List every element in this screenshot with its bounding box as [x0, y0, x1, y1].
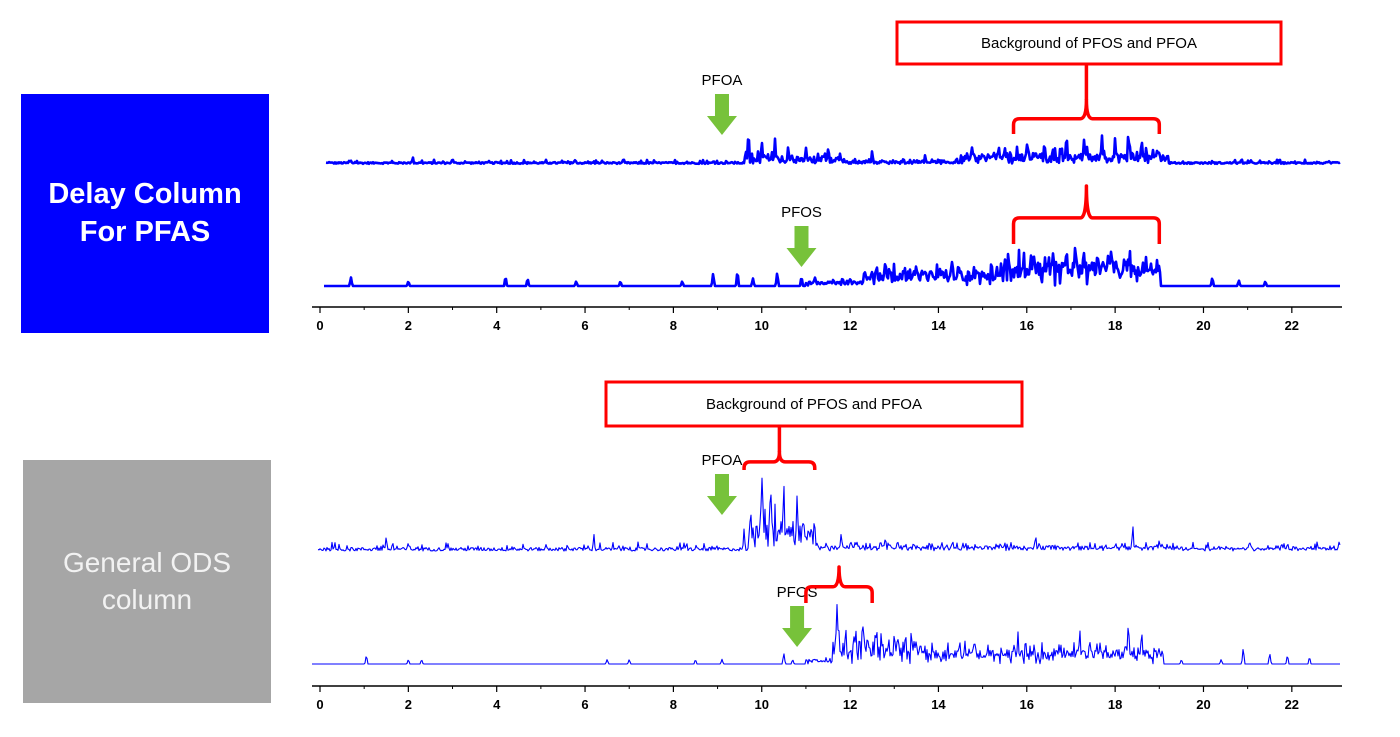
- general-ods-label: General ODS column: [62, 547, 232, 615]
- x-tick-label: 16: [1020, 318, 1034, 333]
- x-tick-label: 12: [843, 697, 857, 712]
- arrow-label-pfoa: PFOA: [702, 72, 743, 89]
- x-tick-label: 0: [316, 318, 323, 333]
- delay-column-label-box: Delay Column For PFAS: [21, 94, 269, 333]
- background-label: Background of PFOS and PFOA: [981, 35, 1197, 52]
- green-arrow-icon: [706, 474, 737, 515]
- x-tick-label: 14: [931, 318, 946, 333]
- red-brace: [742, 450, 817, 470]
- x-tick-label: 2: [405, 318, 412, 333]
- arrow-label-pfoa: PFOA: [702, 452, 743, 469]
- red-brace: [804, 565, 874, 603]
- trace-pfoa-delay: [325, 134, 1341, 166]
- x-tick-label: 6: [581, 318, 588, 333]
- delay-column-label: Delay Column For PFAS: [48, 177, 242, 248]
- arrow-label-pfos: PFOS: [781, 204, 822, 221]
- x-tick-label: 8: [670, 318, 677, 333]
- x-tick-label: 4: [493, 318, 501, 333]
- red-brace: [1011, 98, 1162, 134]
- x-tick-label: 2: [405, 697, 412, 712]
- x-tick-label: 10: [755, 318, 769, 333]
- background-label-box: [604, 380, 1024, 428]
- x-tick-label: 22: [1285, 697, 1299, 712]
- x-tick-label: 18: [1108, 697, 1122, 712]
- green-arrow-icon: [706, 94, 737, 135]
- background-label: Background of PFOS and PFOA: [706, 396, 922, 413]
- x-tick-label: 20: [1196, 697, 1210, 712]
- x-tick-label: 22: [1285, 318, 1299, 333]
- general-ods-label-box: General ODS column: [23, 460, 271, 703]
- trace-pfos-ods: [312, 604, 1340, 665]
- x-tick-label: 8: [670, 697, 677, 712]
- trace-pfos-delay: [323, 246, 1341, 288]
- trace-pfoa-ods: [317, 477, 1341, 552]
- green-arrow-icon: [786, 226, 817, 267]
- x-tick-label: 12: [843, 318, 857, 333]
- x-tick-label: 10: [755, 697, 769, 712]
- x-tick-label: 14: [931, 697, 946, 712]
- x-tick-label: 16: [1020, 697, 1034, 712]
- x-tick-label: 6: [581, 697, 588, 712]
- green-arrow-icon: [782, 606, 813, 647]
- background-label-box: [895, 20, 1283, 66]
- x-tick-label: 18: [1108, 318, 1122, 333]
- x-tick-label: 4: [493, 697, 501, 712]
- x-tick-label: 20: [1196, 318, 1210, 333]
- x-tick-label: 0: [316, 697, 323, 712]
- red-brace: [1011, 184, 1162, 244]
